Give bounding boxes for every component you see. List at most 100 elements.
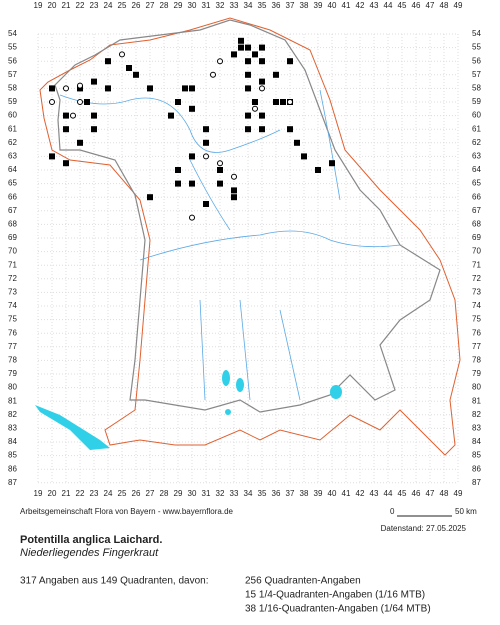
row-label: 60 — [472, 111, 481, 120]
row-label: 86 — [472, 464, 481, 473]
column-label: 44 — [384, 489, 393, 498]
row-label: 73 — [472, 288, 481, 297]
square-marker — [280, 99, 286, 105]
row-label: 83 — [472, 424, 481, 433]
column-label: 39 — [314, 489, 323, 498]
square-marker — [287, 58, 293, 65]
lakes — [35, 370, 342, 450]
square-marker — [63, 112, 69, 119]
row-label: 86 — [8, 464, 17, 473]
column-label: 22 — [76, 1, 85, 10]
row-label: 65 — [472, 179, 481, 188]
row-label: 78 — [8, 356, 17, 365]
credit: Arbeitsgemeinschaft Flora von Bayern - w… — [20, 507, 234, 516]
column-label: 49 — [454, 489, 463, 498]
square-marker — [245, 58, 251, 65]
square-marker — [147, 194, 153, 201]
title: Potentilla anglica Laichard. — [20, 534, 162, 546]
square-marker — [189, 153, 195, 160]
square-marker — [294, 139, 300, 146]
row-label: 82 — [472, 410, 481, 419]
square-marker — [147, 85, 153, 92]
column-label: 31 — [202, 489, 211, 498]
circle-marker — [119, 51, 125, 58]
column-label: 27 — [146, 489, 155, 498]
square-marker — [63, 126, 69, 133]
square-marker — [245, 126, 251, 133]
occurrence-markers — [49, 37, 335, 221]
column-label: 23 — [90, 489, 99, 498]
square-marker — [301, 153, 307, 160]
square-marker — [189, 85, 195, 92]
row-label: 71 — [472, 260, 481, 269]
row-label: 82 — [8, 410, 17, 419]
column-label: 38 — [300, 489, 309, 498]
row-label: 77 — [8, 342, 17, 351]
square-marker — [175, 180, 181, 187]
square-marker — [315, 167, 321, 173]
square-marker — [133, 71, 139, 78]
square-marker — [273, 99, 279, 105]
bavaria-border — [54, 19, 441, 413]
scale-end: 50 km — [455, 507, 477, 516]
row-label: 80 — [472, 383, 481, 392]
column-label: 47 — [426, 489, 435, 498]
row-label: 66 — [8, 192, 17, 201]
column-label: 36 — [272, 1, 281, 10]
row-label: 70 — [8, 247, 17, 256]
column-label: 36 — [272, 489, 281, 498]
row-label: 74 — [472, 301, 481, 310]
column-label: 40 — [328, 489, 337, 498]
row-label: 75 — [472, 315, 481, 324]
column-label: 43 — [370, 1, 379, 10]
circle-marker — [77, 82, 83, 89]
row-label: 84 — [472, 437, 481, 446]
row-label: 58 — [8, 84, 17, 93]
square-marker — [217, 167, 223, 173]
row-label: 71 — [8, 260, 17, 269]
column-label: 45 — [398, 1, 407, 10]
scale-start: 0 — [390, 507, 395, 516]
square-marker — [203, 201, 209, 207]
square-marker — [126, 65, 132, 71]
date: Datenstand: 27.05.2025 — [381, 524, 467, 533]
square-marker — [231, 51, 237, 58]
row-label: 63 — [472, 152, 481, 161]
square-marker — [203, 139, 209, 146]
column-label: 37 — [286, 489, 295, 498]
row-label: 59 — [472, 97, 481, 106]
circle-marker — [217, 58, 223, 65]
column-label: 37 — [286, 1, 295, 10]
square-marker — [259, 44, 265, 51]
circle-marker — [189, 214, 195, 221]
square-marker — [189, 180, 195, 187]
column-label: 20 — [48, 1, 57, 10]
row-label: 79 — [472, 369, 481, 378]
column-label: 44 — [384, 1, 393, 10]
square-marker — [189, 105, 195, 112]
square-marker — [238, 37, 244, 44]
column-label: 49 — [454, 1, 463, 10]
row-label: 74 — [8, 301, 17, 310]
column-label: 22 — [76, 489, 85, 498]
column-label: 42 — [356, 489, 365, 498]
row-label: 66 — [472, 192, 481, 201]
square-marker — [259, 58, 265, 65]
square-marker — [175, 99, 181, 105]
square-marker — [63, 160, 69, 167]
square-marker — [175, 167, 181, 173]
column-label: 29 — [174, 1, 183, 10]
column-label: 33 — [230, 1, 239, 10]
column-label: 47 — [426, 1, 435, 10]
subtitle: Niederliegendes Fingerkraut — [20, 547, 159, 559]
column-label: 45 — [398, 489, 407, 498]
square-marker — [273, 71, 279, 78]
column-label: 29 — [174, 489, 183, 498]
column-label: 33 — [230, 489, 239, 498]
row-label: 76 — [8, 328, 17, 337]
column-label: 48 — [440, 1, 449, 10]
circle-marker — [49, 99, 55, 105]
stats-line: 256 Quadranten-Angaben — [245, 576, 361, 587]
row-label: 85 — [8, 451, 17, 460]
